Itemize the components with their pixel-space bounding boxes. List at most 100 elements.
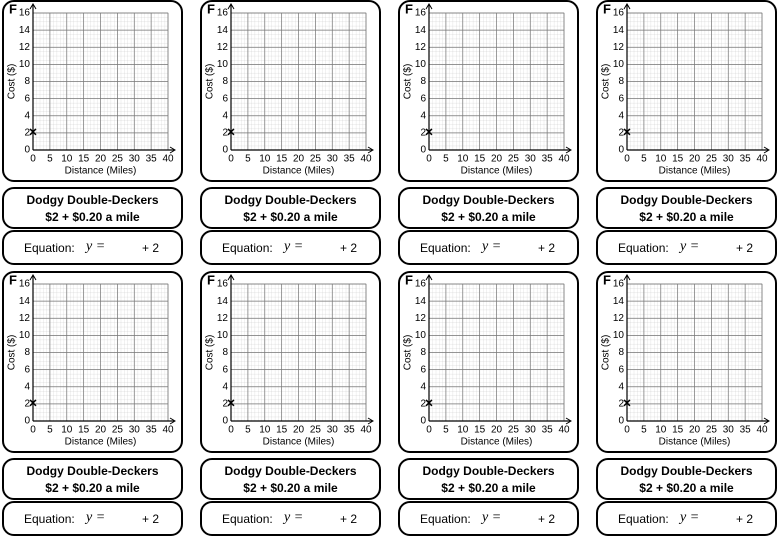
x-tick-label: 30 xyxy=(129,154,141,165)
equation-card: Equation: y = + 2 xyxy=(596,501,777,536)
y-tick-label: 6 xyxy=(222,93,228,104)
card-letter: F xyxy=(405,273,413,287)
graph-card: 0 5 10 15 20 25 30 35 40 0 2 4 6 8 10 12 14 16 F Distance (… xyxy=(2,0,183,182)
equation-rhs: + 2 xyxy=(538,241,556,255)
y-axis-arrow xyxy=(227,274,235,281)
equation-label: Equation: xyxy=(24,512,75,526)
point-marker: × xyxy=(29,124,37,140)
equation-lhs: y = xyxy=(86,510,106,525)
y-tick-label: 10 xyxy=(217,330,229,341)
card-letter: F xyxy=(207,2,215,16)
x-tick-label: 35 xyxy=(740,154,752,165)
company-name: Dodgy Double-Deckers xyxy=(26,464,159,478)
y-tick-label: 6 xyxy=(618,364,624,375)
x-tick-label: 35 xyxy=(542,154,554,165)
point-marker: × xyxy=(425,124,433,140)
x-tick-label: 10 xyxy=(655,154,667,165)
company-name: Dodgy Double-Deckers xyxy=(422,193,555,207)
y-tick-label: 16 xyxy=(217,8,229,19)
y-axis-arrow xyxy=(29,3,37,10)
graph-card: 0 5 10 15 20 25 30 35 40 0 2 4 6 8 10 12 14 16 F Distance (… xyxy=(596,0,777,182)
y-tick-label: 0 xyxy=(420,145,426,156)
x-tick-label: 5 xyxy=(47,154,53,165)
x-tick-label: 40 xyxy=(162,154,174,165)
x-tick-label: 20 xyxy=(491,154,503,165)
equation-card: Equation: y = + 2 xyxy=(398,501,579,536)
graph-card: 0 5 10 15 20 25 30 35 40 0 2 4 6 8 10 12 14 16 F Distance (… xyxy=(398,271,579,453)
x-axis-label: Distance (Miles) xyxy=(263,166,335,177)
x-tick-label: 0 xyxy=(228,425,234,436)
equation-card: Equation: y = + 2 xyxy=(398,230,579,265)
graph-card: 0 5 10 15 20 25 30 35 40 0 2 4 6 8 10 12 14 16 F Distance (… xyxy=(2,271,183,453)
y-tick-label: 14 xyxy=(613,25,625,36)
x-tick-label: 35 xyxy=(542,425,554,436)
name-card: Dodgy Double-Deckers $2 + $0.20 a mile xyxy=(2,187,183,229)
equation-card: Equation: y = + 2 xyxy=(596,230,777,265)
x-tick-label: 30 xyxy=(723,154,735,165)
y-tick-label: 16 xyxy=(415,279,427,290)
equation-lhs: y = xyxy=(86,239,106,254)
y-axis-label: Cost ($) xyxy=(7,335,18,371)
price: $2 + $0.20 a mile xyxy=(639,210,734,224)
x-tick-label: 5 xyxy=(47,425,53,436)
card-letter: F xyxy=(9,273,17,287)
point-marker: × xyxy=(227,395,235,411)
equation-card: Equation: y = + 2 xyxy=(2,230,183,265)
x-tick-label: 40 xyxy=(162,425,174,436)
company-name: Dodgy Double-Deckers xyxy=(224,464,357,478)
equation-rhs: + 2 xyxy=(142,241,160,255)
y-axis-arrow xyxy=(29,274,37,281)
y-tick-label: 2 xyxy=(222,399,228,410)
graph-card: 0 5 10 15 20 25 30 35 40 0 2 4 6 8 10 12 14 16 F Distance (… xyxy=(200,0,381,182)
y-tick-label: 0 xyxy=(222,145,228,156)
x-tick-label: 5 xyxy=(443,425,449,436)
y-tick-label: 8 xyxy=(24,76,30,87)
y-tick-label: 10 xyxy=(415,59,427,70)
y-tick-label: 8 xyxy=(618,347,624,358)
graph-card: 0 5 10 15 20 25 30 35 40 0 2 4 6 8 10 12 14 16 F Distance (… xyxy=(200,271,381,453)
x-tick-label: 10 xyxy=(457,154,469,165)
x-tick-label: 40 xyxy=(558,154,570,165)
y-tick-label: 10 xyxy=(613,330,625,341)
y-tick-label: 4 xyxy=(222,381,228,392)
equation-label: Equation: xyxy=(222,512,273,526)
x-tick-label: 25 xyxy=(508,154,520,165)
graph-card: 0 5 10 15 20 25 30 35 40 0 2 4 6 8 10 12 14 16 F Distance (… xyxy=(596,271,777,453)
equation-rhs: + 2 xyxy=(142,512,160,526)
y-tick-label: 8 xyxy=(618,76,624,87)
x-axis-arrow xyxy=(763,146,770,154)
x-tick-label: 15 xyxy=(78,425,90,436)
y-tick-label: 4 xyxy=(420,110,426,121)
x-axis-label: Distance (Miles) xyxy=(65,166,137,177)
y-tick-label: 4 xyxy=(24,110,30,121)
x-tick-label: 40 xyxy=(558,425,570,436)
y-tick-label: 16 xyxy=(19,8,31,19)
y-tick-label: 10 xyxy=(19,59,31,70)
company-name: Dodgy Double-Deckers xyxy=(422,464,555,478)
equation-lhs: y = xyxy=(482,239,502,254)
x-axis-arrow xyxy=(763,417,770,425)
name-card: Dodgy Double-Deckers $2 + $0.20 a mile xyxy=(596,187,777,229)
y-tick-label: 2 xyxy=(24,128,30,139)
x-tick-label: 0 xyxy=(30,425,36,436)
x-axis-arrow xyxy=(169,417,176,425)
x-tick-label: 5 xyxy=(641,425,647,436)
x-tick-label: 25 xyxy=(706,425,718,436)
card-letter: F xyxy=(405,2,413,16)
x-tick-label: 5 xyxy=(245,154,251,165)
x-tick-label: 15 xyxy=(276,425,288,436)
point-marker: × xyxy=(29,395,37,411)
x-tick-label: 0 xyxy=(426,154,432,165)
y-axis-label: Cost ($) xyxy=(403,64,414,100)
name-card: Dodgy Double-Deckers $2 + $0.20 a mile xyxy=(2,458,183,500)
y-axis-arrow xyxy=(227,3,235,10)
x-tick-label: 20 xyxy=(689,425,701,436)
x-tick-label: 40 xyxy=(360,154,372,165)
y-axis-label: Cost ($) xyxy=(601,335,612,371)
y-tick-label: 4 xyxy=(222,110,228,121)
y-tick-label: 16 xyxy=(613,8,625,19)
